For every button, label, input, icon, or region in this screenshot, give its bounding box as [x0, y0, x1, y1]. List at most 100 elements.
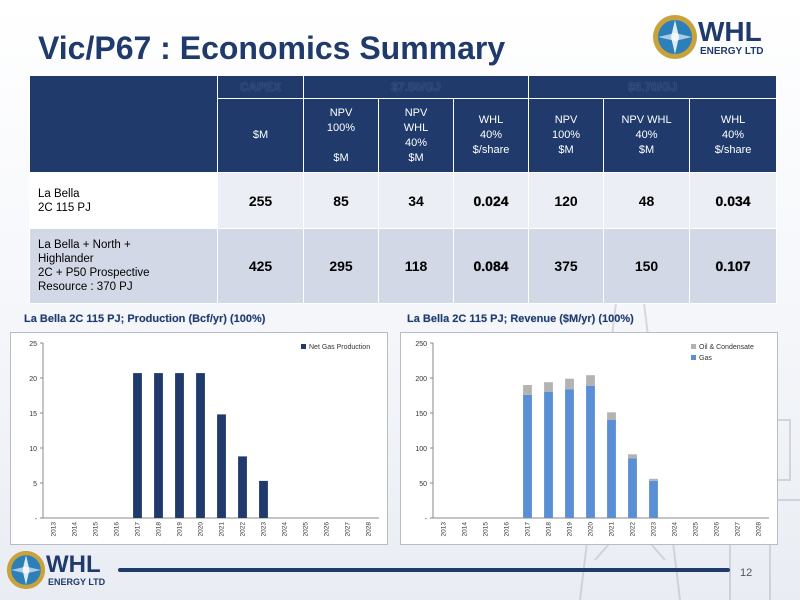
x-tick-label: 2023 [261, 522, 268, 537]
x-tick-label: 2028 [366, 522, 373, 537]
economics-table: CAPEX $7.50/GJ $6.70/GJ $M NPV 100% $M N… [29, 75, 778, 304]
bar-net-gas-production [175, 373, 184, 518]
table-cell: 295 [303, 228, 379, 304]
table-cell: 150 [603, 228, 691, 304]
logo-subtitle: ENERGY LTD [700, 45, 764, 57]
table-group-header-670: $6.70/GJ [528, 75, 778, 99]
y-tick-label: 100 [415, 446, 427, 453]
logo-name: WHL [698, 15, 762, 47]
bar-net-gas-production [196, 373, 205, 518]
bar-net-gas-production [217, 414, 226, 518]
bar-oil-condensate [607, 412, 616, 420]
x-tick-label: 2020 [588, 522, 595, 537]
table-cell: 255 [217, 172, 304, 229]
bar-oil-condensate [523, 385, 532, 395]
x-tick-label: 2022 [240, 522, 247, 537]
x-tick-label: 2027 [735, 522, 742, 537]
x-tick-label: 2020 [198, 522, 205, 537]
table-row: La Bella + North + Highlander 2C + P50 P… [29, 228, 778, 304]
y-tick-label: 50 [419, 481, 427, 488]
x-tick-label: 2018 [546, 522, 553, 537]
x-tick-label: 2018 [156, 522, 163, 537]
x-tick-label: 2021 [219, 522, 226, 537]
x-tick-label: 2017 [525, 522, 532, 537]
production-chart-panel: -5 10 15 20 25 2013 2014 2015 2016 2017 2018 2019 20… [10, 332, 388, 545]
x-tick-label: 2024 [672, 522, 679, 537]
production-chart-caption: La Bella 2C 115 PJ; Production (Bcf/yr) … [24, 313, 266, 325]
y-tick-label: 20 [29, 376, 37, 383]
y-tick-label: 10 [29, 446, 37, 453]
table-corner-cell [29, 75, 218, 173]
table-sub-header: WHL 40% $/share [689, 98, 778, 173]
x-tick-label: 2019 [567, 522, 574, 537]
x-tick-label: 2017 [135, 522, 142, 537]
x-tick-label: 2023 [651, 522, 658, 537]
x-tick-label: 2026 [714, 522, 721, 537]
table-cell: 375 [528, 228, 605, 304]
legend-swatch [691, 355, 696, 360]
table-row: La Bella 2C 115 PJ 255 85 34 0.024 120 4… [29, 172, 778, 229]
logo-emblem-icon [653, 15, 697, 59]
logo-emblem-icon [6, 550, 46, 590]
table-group-header-750: $7.50/GJ [302, 75, 530, 99]
table-cell: 120 [528, 172, 605, 229]
logo-name: WHL [46, 551, 101, 578]
table-cell: 425 [217, 228, 304, 304]
x-tick-label: 2014 [72, 522, 79, 537]
footer-logo: WHL ENERGY LTD [6, 550, 105, 590]
y-tick-label: 200 [415, 376, 427, 383]
x-tick-label: 2024 [282, 522, 289, 537]
bar-oil-condensate [565, 378, 574, 390]
table-cell: 85 [303, 172, 379, 229]
bar-gas [628, 458, 637, 518]
legend-label: Oil & Condensate [699, 344, 754, 351]
y-tick-label: 15 [29, 411, 37, 418]
y-tick-label: 150 [415, 411, 427, 418]
logo-subtitle: ENERGY LTD [48, 577, 106, 587]
x-tick-label: 2014 [462, 522, 469, 537]
bar-oil-condensate [544, 382, 553, 392]
y-tick-label: - [425, 516, 428, 523]
y-tick-label: 250 [415, 341, 427, 348]
table-cell: 0.024 [452, 172, 530, 229]
bar-gas [523, 394, 532, 518]
bar-net-gas-production [154, 373, 163, 518]
x-tick-label: 2013 [51, 522, 58, 537]
bar-oil-condensate [649, 478, 658, 481]
table-sub-header: $M [217, 98, 304, 173]
bar-net-gas-production [259, 480, 268, 518]
footer-divider [118, 568, 730, 572]
page-title: Vic/P67 : Economics Summary [38, 30, 506, 66]
revenue-chart-caption: La Bella 2C 115 PJ; Revenue ($M/yr) (100… [407, 313, 634, 325]
table-row-label: La Bella + North + Highlander 2C + P50 P… [29, 228, 218, 304]
legend-label: Gas [699, 355, 712, 362]
x-tick-label: 2015 [483, 522, 490, 537]
bar-gas [565, 389, 574, 518]
table-cell: 0.034 [689, 172, 778, 229]
company-logo: WHL ENERGY LTD [652, 14, 764, 60]
bar-oil-condensate [586, 375, 595, 386]
page-number: 12 [740, 567, 753, 579]
table-cell: 48 [603, 172, 691, 229]
table-sub-header: NPV 100% $M [303, 98, 379, 173]
revenue-chart-panel: - 50 100 150 200 250 2013 2014 2015 2016 2017 2018 2… [400, 332, 778, 545]
legend-label: Net Gas Production [309, 344, 370, 351]
x-tick-label: 2028 [756, 522, 763, 537]
table-cell: 0.107 [689, 228, 778, 304]
x-tick-label: 2013 [441, 522, 448, 537]
y-tick-label: 5 [33, 481, 37, 488]
bar-gas [649, 480, 658, 518]
table-group-header-row: CAPEX $7.50/GJ $6.70/GJ [29, 75, 778, 173]
bar-gas [544, 392, 553, 518]
table-sub-header: WHL 40% $/share [452, 98, 530, 173]
bar-net-gas-production [133, 373, 142, 518]
y-tick-label: - [35, 516, 38, 523]
table-sub-header: NPV WHL 40% $M [603, 98, 691, 173]
x-tick-label: 2016 [504, 522, 511, 537]
table-sub-header-row: $M NPV 100% $M NPV WHL 40% $M WHL 40% $/… [30, 98, 778, 173]
table-cell: 0.084 [452, 228, 530, 304]
x-tick-label: 2015 [93, 522, 100, 537]
x-tick-label: 2016 [114, 522, 121, 537]
x-tick-label: 2021 [609, 522, 616, 537]
